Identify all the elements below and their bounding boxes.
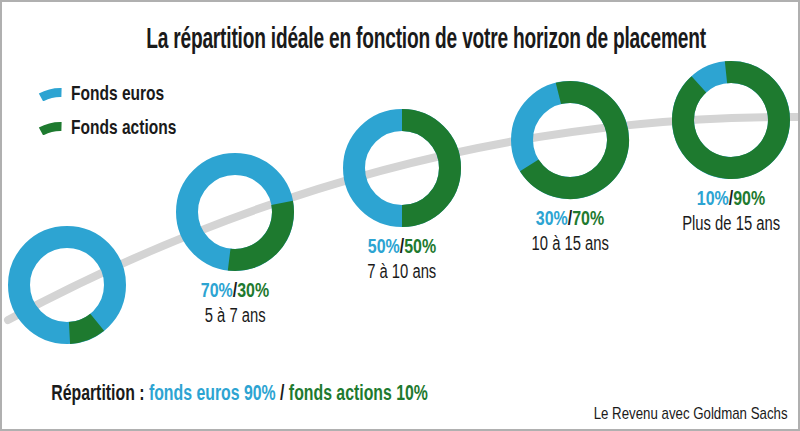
horizon-text: 7 à 10 ans: [367, 260, 436, 283]
horizon-text: 5 à 7 ans: [205, 304, 266, 327]
legend-label-fonds-euros: Fonds euros: [71, 81, 164, 105]
pct-actions: 30%: [237, 278, 269, 301]
pct-euros: 30%: [536, 206, 568, 229]
fonds-actions-swatch-icon: [38, 119, 64, 135]
donut-horizon-label-10-15-ans: 10 à 15 ans: [470, 232, 670, 255]
pct-actions: 50%: [404, 234, 436, 257]
donut-segment-fonds-actions: [683, 72, 779, 168]
pct-actions: 70%: [572, 206, 604, 229]
pct-euros: 70%: [201, 278, 233, 301]
donut-segment-fonds-actions: [70, 322, 98, 333]
donut-chart-3-5-ans: [7, 225, 127, 345]
donut-svg-7-10-ans: [342, 108, 462, 228]
fonds-actions-swatch-arc: [41, 126, 62, 131]
page-title-wrap: La répartition idéale en fonction de vot…: [2, 22, 798, 55]
footer-summary: Répartition : fonds euros 90% / fonds ac…: [16, 354, 588, 431]
donut-svg-5-7-ans: [175, 152, 295, 272]
donut-horizon-label-5-7-ans: 5 à 7 ans: [135, 304, 335, 327]
donut-segment-fonds-actions: [402, 120, 450, 216]
legend-item-fonds-euros: Fonds euros: [38, 76, 213, 110]
footer-allocation-prefix: Répartition :: [51, 380, 149, 405]
legend-item-fonds-actions: Fonds actions: [38, 110, 213, 144]
legend-label-fonds-actions: Fonds actions: [71, 115, 176, 139]
donut-chart-plus-de-15-ans: [671, 60, 791, 180]
donut-chart-10-15-ans: [510, 80, 630, 200]
donut-segment-fonds-actions: [229, 203, 283, 260]
donut-svg-plus-de-15-ans: [671, 60, 791, 180]
donut-chart-7-10-ans: [342, 108, 462, 228]
donut-horizon-label-plus-de-15-ans: Plus de 15 ans: [631, 212, 800, 235]
credit-wrap: Le Revenu avec Goldman Sachs: [539, 404, 788, 424]
donut-segment-fonds-euros: [19, 237, 115, 333]
fonds-euros-swatch-icon: [38, 85, 64, 101]
pct-euros: 10%: [697, 186, 729, 209]
pct-actions: 90%: [733, 186, 765, 209]
donut-svg-3-5-ans: [7, 225, 127, 345]
horizon-text: Plus de 15 ans: [682, 212, 780, 235]
footer-allocation-actions: fonds actions 10%: [289, 380, 428, 405]
donut-svg-10-15-ans: [510, 80, 630, 200]
page-title: La répartition idéale en fonction de vot…: [146, 22, 706, 55]
donut-horizon-label-7-10-ans: 7 à 10 ans: [302, 260, 502, 283]
legend: Fonds euros Fonds actions: [38, 76, 213, 144]
footer-allocation-line: Répartition : fonds euros 90% / fonds ac…: [16, 354, 588, 431]
credit-text: Le Revenu avec Goldman Sachs: [594, 404, 788, 424]
pct-euros: 50%: [368, 234, 400, 257]
fonds-euros-swatch-arc: [41, 92, 62, 97]
infographic-canvas: 70%/30%5 à 7 ans50%/50%7 à 10 ans30%/70%…: [0, 0, 800, 431]
footer-allocation-euros: fonds euros 90%: [149, 380, 276, 405]
donut-pct-label-plus-de-15-ans: 10%/90%: [631, 186, 800, 210]
donut-chart-5-7-ans: [175, 152, 295, 272]
footer-allocation-sep: /: [276, 380, 289, 405]
horizon-text: 10 à 15 ans: [531, 232, 608, 255]
